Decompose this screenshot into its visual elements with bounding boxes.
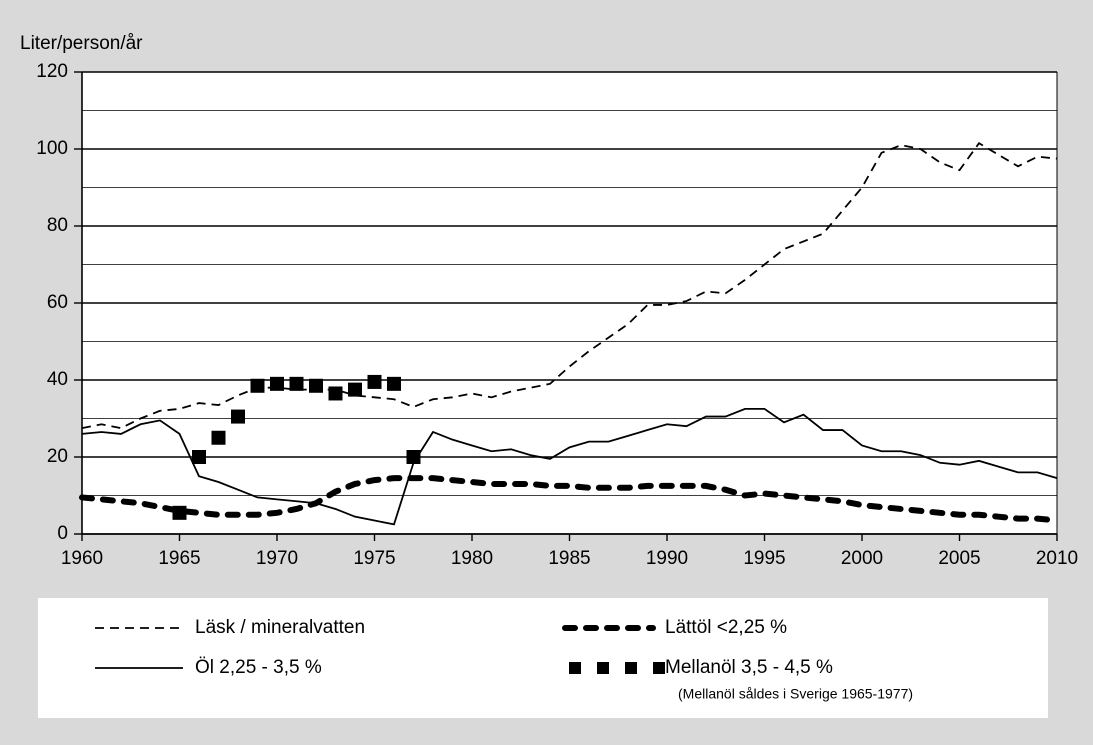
legend-marker [597,662,609,674]
x-tick-label: 2005 [938,548,980,569]
marker [172,505,187,520]
marker [231,409,245,424]
marker [406,450,421,464]
series-line [79,475,1060,524]
marker [367,374,382,389]
y-tick-label: 120 [36,61,68,82]
y-tick-label: 20 [47,446,68,467]
legend-label: Läsk / mineralvatten [195,617,365,638]
y-tick-label: 40 [47,369,68,390]
series-line [81,142,1058,430]
legend-label: Lättöl <2,25 % [665,617,787,638]
x-tick-label: 1985 [548,548,590,569]
marker [270,376,284,391]
marker [289,376,304,391]
x-tick-label: 1965 [158,548,200,569]
y-tick-label: 100 [36,138,68,159]
marker [309,378,323,393]
x-tick-label: 2000 [841,548,883,569]
marker [250,378,265,393]
legend-marker [625,662,637,674]
legend-box [38,598,1048,718]
series-line [81,407,1058,526]
legend-marker [653,662,665,674]
x-tick-label: 2010 [1036,548,1078,569]
x-tick-label: 1990 [646,548,688,569]
x-tick-label: 1995 [743,548,785,569]
marker [328,386,343,401]
x-tick-label: 1975 [353,548,395,569]
legend-label: Mellanöl 3,5 - 4,5 % [665,657,833,678]
legend-marker [569,662,581,674]
y-tick-label: 0 [57,523,68,544]
marker [387,376,401,391]
marker [348,382,362,397]
y-axis-label: Liter/person/år [20,33,143,54]
marker [192,450,206,464]
x-tick-label: 1960 [61,548,103,569]
legend-label: Öl 2,25 - 3,5 % [195,657,322,678]
marker [211,430,226,445]
legend-note: (Mellanöl såldes i Sverige 1965-1977) [678,686,913,702]
x-tick-label: 1970 [256,548,298,569]
y-tick-label: 60 [47,292,68,313]
y-tick-label: 80 [47,215,68,236]
x-tick-label: 1980 [451,548,493,569]
